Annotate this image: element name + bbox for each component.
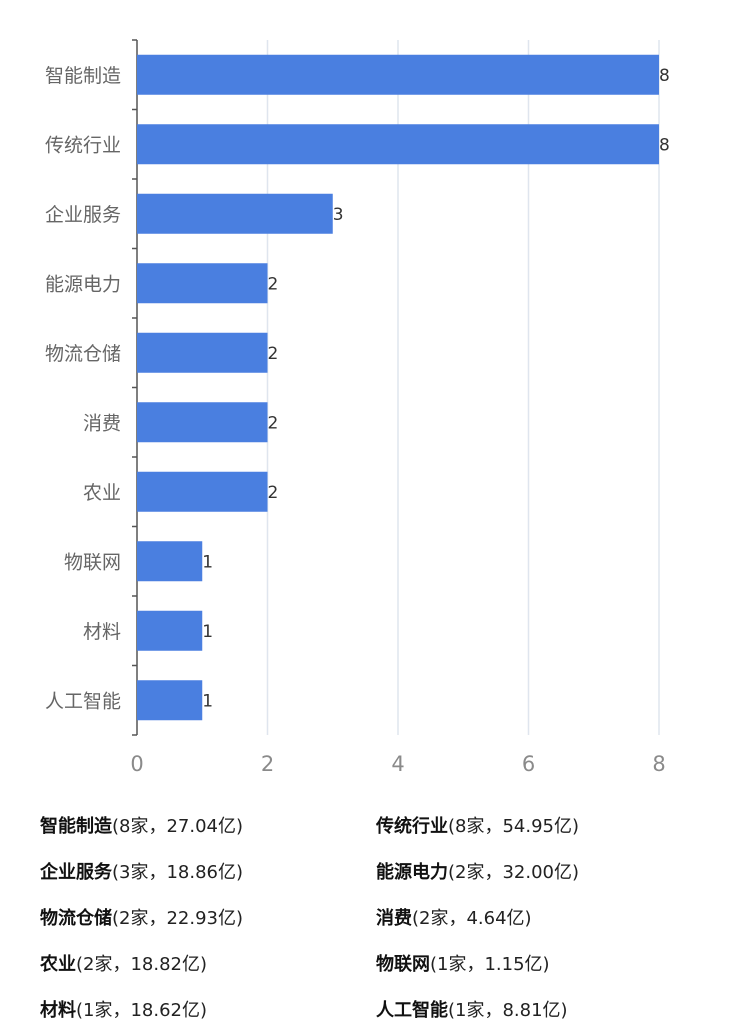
bar (137, 402, 268, 443)
summary-item-detail: (1家，8.81亿) (448, 1000, 568, 1021)
data-label: 2 (268, 344, 279, 364)
summary-item-name: 物流仓储 (40, 908, 112, 929)
summary-item-name: 企业服务 (40, 862, 112, 883)
summary-item-name: 智能制造 (40, 816, 112, 837)
summary-item-name: 能源电力 (376, 862, 448, 883)
summary-item: 消费(2家，4.64亿) (376, 904, 532, 930)
x-tick-label: 2 (261, 752, 274, 776)
bar (137, 680, 203, 721)
data-label: 2 (268, 413, 279, 433)
data-label: 1 (202, 622, 213, 642)
bar (137, 263, 268, 304)
category-label: 能源电力 (45, 273, 121, 295)
summary-item-detail: (2家，22.93亿) (112, 908, 244, 929)
summary-item: 人工智能(1家，8.81亿) (376, 996, 568, 1022)
summary-item-detail: (3家，18.86亿) (112, 862, 244, 883)
bar (137, 332, 268, 373)
bar (137, 54, 659, 95)
bar (137, 471, 268, 512)
x-tick-label: 4 (391, 752, 404, 776)
summary-item-name: 材料 (40, 1000, 76, 1021)
summary-item-detail: (1家，18.62亿) (76, 1000, 208, 1021)
category-label: 物流仓储 (45, 343, 121, 365)
summary-item: 能源电力(2家，32.00亿) (376, 858, 579, 884)
summary-item-detail: (2家，32.00亿) (448, 862, 580, 883)
summary-item-detail: (2家，18.82亿) (76, 954, 208, 975)
bar (137, 193, 333, 234)
summary-item: 物流仓储(2家，22.93亿) (40, 904, 243, 930)
summary-item: 材料(1家，18.62亿) (40, 996, 207, 1022)
category-label: 传统行业 (45, 134, 121, 156)
summary-item: 智能制造(8家，27.04亿) (40, 812, 243, 838)
summary-item-name: 农业 (40, 954, 76, 975)
category-label: 人工智能 (45, 690, 121, 712)
summary-item-detail: (1家，1.15亿) (430, 954, 550, 975)
summary-item-name: 人工智能 (376, 1000, 448, 1021)
summary-item: 农业(2家，18.82亿) (40, 950, 207, 976)
category-label: 农业 (83, 482, 121, 504)
category-label: 企业服务 (45, 204, 121, 226)
summary-item-name: 消费 (376, 908, 412, 929)
data-label: 2 (268, 274, 279, 294)
category-label: 物联网 (64, 551, 121, 573)
bar-chart: 智能制造 8 传统行业 8 企业服务 3 能源电力 2 物流仓储 2 消费 2 农业 2 物联网 1 材料 1 人工… (45, 39, 670, 776)
summary-item: 传统行业(8家，54.95亿) (376, 812, 579, 838)
data-label: 3 (333, 205, 344, 225)
summary-item-detail: (8家，27.04亿) (112, 816, 244, 837)
x-tick-label: 6 (522, 752, 535, 776)
bar (137, 124, 659, 165)
summary-item-name: 传统行业 (376, 816, 448, 837)
data-label: 8 (659, 135, 670, 155)
summary-item-name: 物联网 (376, 954, 430, 975)
summary-item: 物联网(1家，1.15亿) (376, 950, 550, 976)
data-label: 1 (202, 691, 213, 711)
data-label: 1 (202, 552, 213, 572)
category-label: 智能制造 (45, 65, 121, 87)
summary-item: 企业服务(3家，18.86亿) (40, 858, 243, 884)
bar (137, 541, 203, 582)
category-label: 材料 (83, 621, 121, 643)
x-tick-label: 8 (652, 752, 665, 776)
data-label: 2 (268, 483, 279, 503)
data-label: 8 (659, 66, 670, 86)
category-label: 消费 (83, 412, 121, 434)
summary-item-detail: (8家，54.95亿) (448, 816, 580, 837)
x-tick-label: 0 (130, 752, 143, 776)
bar (137, 610, 203, 651)
summary-item-detail: (2家，4.64亿) (412, 908, 532, 929)
